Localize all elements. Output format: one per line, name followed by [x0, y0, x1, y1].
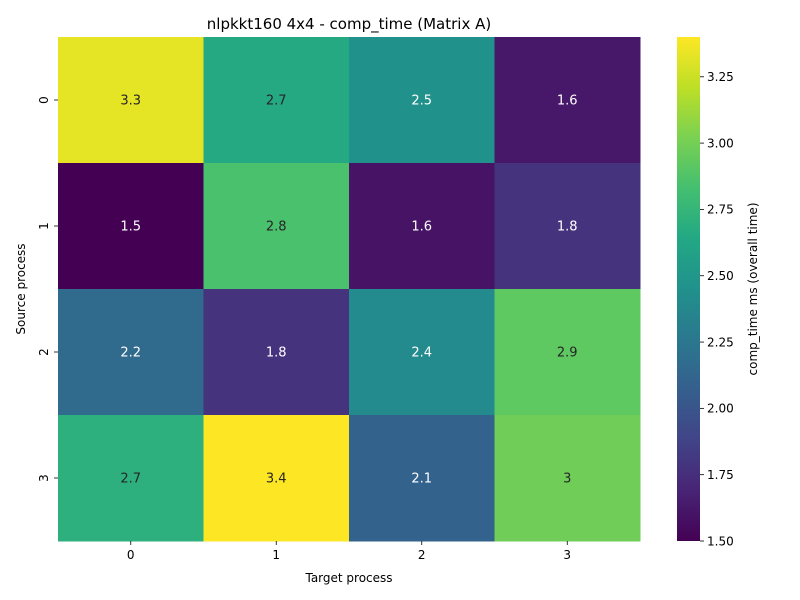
cell-annotation-r3-c3: 3: [563, 472, 571, 487]
colorbar-label: comp_time ms (overall time): [746, 203, 760, 376]
heatmap-cell-r0-c3: [494, 37, 641, 164]
cell-annotation-r3-c2: 2.1: [411, 472, 432, 487]
heatmap-cell-r3-c3: [494, 415, 641, 542]
heatmap-cell-r1-c3: [494, 163, 641, 290]
colorbar-tick-label: 1.75: [707, 468, 734, 482]
cell-annotation-r2-c1: 1.8: [266, 346, 287, 361]
cell-annotation-r1-c3: 1.8: [557, 220, 578, 235]
heatmap-cell-r0-c2: [349, 37, 495, 164]
cell-annotation-r1-c0: 1.5: [120, 220, 141, 235]
x-axis: 0 1 2 3: [127, 541, 571, 562]
cell-annotation-r0-c0: 3.3: [120, 94, 141, 109]
heatmap-cell-r2-c1: [203, 289, 350, 416]
heatmap-cell-r2-c2: [349, 289, 495, 416]
heatmap-cell-r1-c2: [349, 163, 495, 290]
x-tick-label: 3: [563, 548, 571, 562]
cell-annotation-r1-c1: 2.8: [266, 220, 287, 235]
x-tick-label: 2: [418, 548, 426, 562]
heatmap-cell-r0-c0: [58, 37, 204, 164]
cell-annotation-r2-c2: 2.4: [411, 346, 432, 361]
y-tick-label: 3: [37, 474, 51, 482]
colorbar-gradient: [677, 37, 700, 541]
heatmap-cell-r2-c0: [58, 289, 204, 416]
cell-annotation-r0-c2: 2.5: [411, 94, 432, 109]
heatmap-cell-r1-c1: [203, 163, 350, 290]
cell-annotation-r0-c1: 2.7: [266, 94, 287, 109]
heatmap-cell-r3-c0: [58, 415, 204, 542]
colorbar-tick-label: 3.25: [707, 70, 734, 84]
chart-title: nlpkkt160 4x4 - comp_time (Matrix A): [207, 15, 491, 34]
heatmap-cell-r3-c1: [203, 415, 350, 542]
y-tick-label: 0: [37, 96, 51, 104]
x-axis-label: Target process: [304, 571, 392, 585]
cell-annotation-r2-c3: 2.9: [557, 346, 578, 361]
colorbar-tick-label: 2.50: [707, 269, 734, 283]
colorbar: 1.50 1.75 2.00 2.25 2.50 2.75 3.00 3.25: [677, 37, 734, 548]
x-tick-label: 1: [272, 548, 280, 562]
heatmap-cells: 3.3 2.7 2.5 1.6 1.5 2.8 1.6 1.8 2.2 1.8 2.4 2.9 2.7 3…: [58, 37, 641, 542]
y-tick-label: 2: [37, 348, 51, 356]
cell-annotation-r1-c2: 1.6: [411, 220, 432, 235]
colorbar-tick-label: 2.00: [707, 402, 734, 416]
heatmap-cell-r2-c3: [494, 289, 641, 416]
colorbar-tick-label: 1.50: [707, 534, 734, 548]
cell-annotation-r3-c0: 2.7: [120, 472, 141, 487]
heatmap-cell-r1-c0: [58, 163, 204, 290]
cell-annotation-r2-c0: 2.2: [120, 346, 141, 361]
cell-annotation-r0-c3: 1.6: [557, 94, 578, 109]
colorbar-tick-label: 3.00: [707, 136, 734, 150]
y-axis: 0 1 2 3: [37, 96, 58, 482]
x-tick-label: 0: [127, 548, 135, 562]
heatmap-cell-r0-c1: [203, 37, 350, 164]
cell-annotation-r3-c1: 3.4: [266, 472, 287, 487]
colorbar-tick-label: 2.25: [707, 335, 734, 349]
y-axis-label: Source process: [14, 243, 28, 334]
colorbar-tick-label: 2.75: [707, 203, 734, 217]
y-tick-label: 1: [37, 222, 51, 230]
heatmap-cell-r3-c2: [349, 415, 495, 542]
